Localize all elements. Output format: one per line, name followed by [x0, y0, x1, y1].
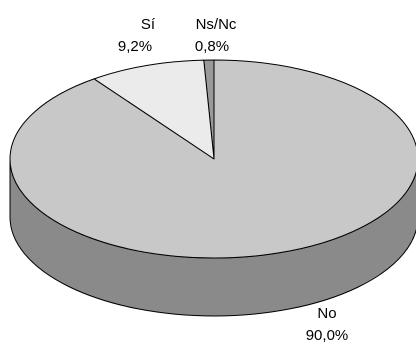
pie-slice-no — [9, 59, 416, 259]
label-nsnc-name: Ns/Nc — [196, 16, 237, 33]
label-nsnc-value: 0,8% — [195, 38, 229, 55]
pie-tops — [9, 59, 416, 259]
pie-slice-s- — [93, 59, 215, 160]
label-no-value: 90,0% — [306, 327, 349, 344]
label-no-name: No — [317, 305, 336, 322]
label-si-value: 9,2% — [118, 38, 152, 55]
label-si-name: Sí — [141, 16, 156, 33]
